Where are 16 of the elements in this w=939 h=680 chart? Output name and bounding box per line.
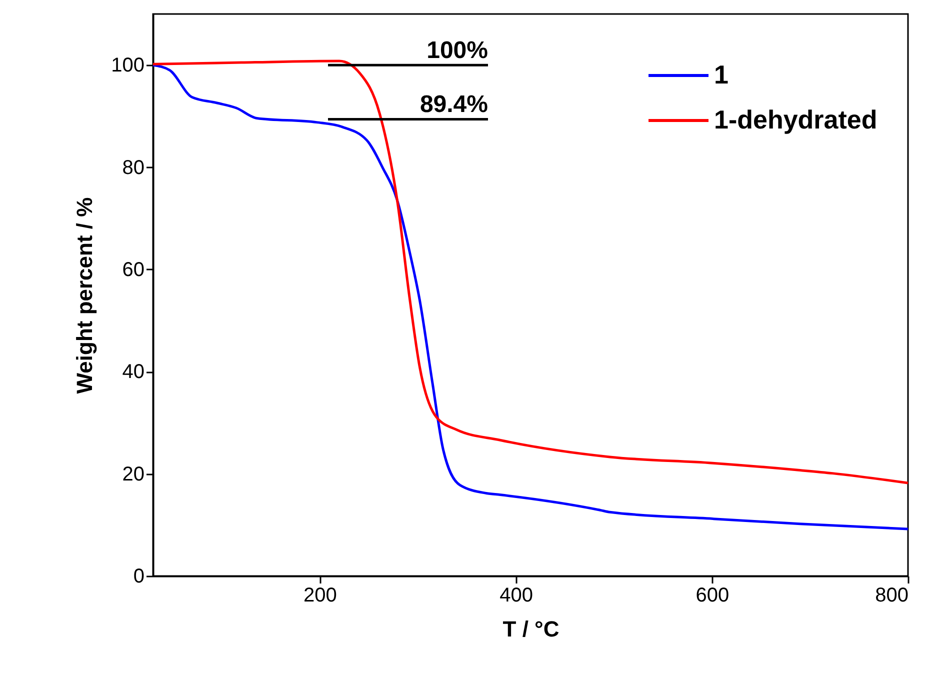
x-tick-label: 400 <box>500 584 533 606</box>
y-tick-label: 40 <box>122 361 144 384</box>
y-tick-label: 60 <box>122 258 144 281</box>
ref-line-label: 89.4% <box>420 91 488 118</box>
legend-label: 1 <box>714 60 728 90</box>
y-tick-label: 0 <box>133 566 144 588</box>
x-tick-label: 600 <box>696 584 730 606</box>
legend-label: 1-dehydrated <box>714 104 878 134</box>
y-tick-label: 80 <box>122 156 144 179</box>
x-axis-title: T / °C <box>502 616 560 642</box>
y-tick-label: 20 <box>122 463 144 486</box>
ref-line-label: 100% <box>426 37 488 64</box>
y-axis-title: Weight percent / % <box>72 197 98 394</box>
x-tick-label: 800 <box>875 584 908 606</box>
x-tick-label: 200 <box>304 584 337 606</box>
y-tick-label: 100 <box>111 54 144 77</box>
